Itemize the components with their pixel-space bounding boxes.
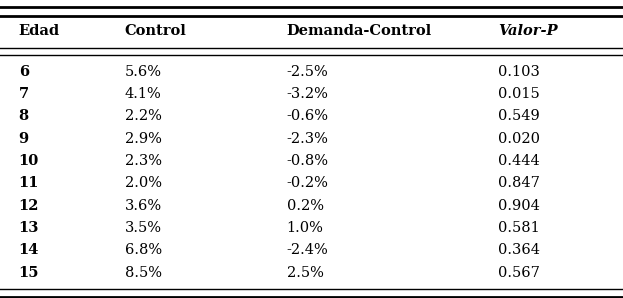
Text: 2.3%: 2.3%	[125, 154, 161, 168]
Text: Control: Control	[125, 24, 186, 38]
Text: 14: 14	[19, 243, 39, 257]
Text: 11: 11	[19, 176, 39, 190]
Text: Valor-P: Valor-P	[498, 24, 558, 38]
Text: 8.5%: 8.5%	[125, 266, 161, 280]
Text: 0.567: 0.567	[498, 266, 540, 280]
Text: 2.9%: 2.9%	[125, 132, 161, 145]
Text: 0.2%: 0.2%	[287, 199, 323, 212]
Text: 3.5%: 3.5%	[125, 221, 161, 235]
Text: 1.0%: 1.0%	[287, 221, 323, 235]
Text: 13: 13	[19, 221, 39, 235]
Text: 0.581: 0.581	[498, 221, 540, 235]
Text: 2.5%: 2.5%	[287, 266, 323, 280]
Text: 0.847: 0.847	[498, 176, 540, 190]
Text: 0.015: 0.015	[498, 87, 540, 101]
Text: 9: 9	[19, 132, 29, 145]
Text: 7: 7	[19, 87, 29, 101]
Text: 5.6%: 5.6%	[125, 65, 161, 78]
Text: -0.6%: -0.6%	[287, 109, 328, 123]
Text: -2.3%: -2.3%	[287, 132, 328, 145]
Text: Edad: Edad	[19, 24, 60, 38]
Text: 6.8%: 6.8%	[125, 243, 162, 257]
Text: -2.4%: -2.4%	[287, 243, 328, 257]
Text: 0.364: 0.364	[498, 243, 540, 257]
Text: 0.904: 0.904	[498, 199, 540, 212]
Text: 0.444: 0.444	[498, 154, 540, 168]
Text: -0.8%: -0.8%	[287, 154, 328, 168]
Text: -0.2%: -0.2%	[287, 176, 328, 190]
Text: 8: 8	[19, 109, 29, 123]
Text: -3.2%: -3.2%	[287, 87, 328, 101]
Text: 0.549: 0.549	[498, 109, 540, 123]
Text: 15: 15	[19, 266, 39, 280]
Text: 0.103: 0.103	[498, 65, 540, 78]
Text: 0.020: 0.020	[498, 132, 540, 145]
Text: 10: 10	[19, 154, 39, 168]
Text: 4.1%: 4.1%	[125, 87, 161, 101]
Text: 2.0%: 2.0%	[125, 176, 161, 190]
Text: Demanda-Control: Demanda-Control	[287, 24, 432, 38]
Text: 6: 6	[19, 65, 29, 78]
Text: 3.6%: 3.6%	[125, 199, 162, 212]
Text: 2.2%: 2.2%	[125, 109, 161, 123]
Text: -2.5%: -2.5%	[287, 65, 328, 78]
Text: 12: 12	[19, 199, 39, 212]
